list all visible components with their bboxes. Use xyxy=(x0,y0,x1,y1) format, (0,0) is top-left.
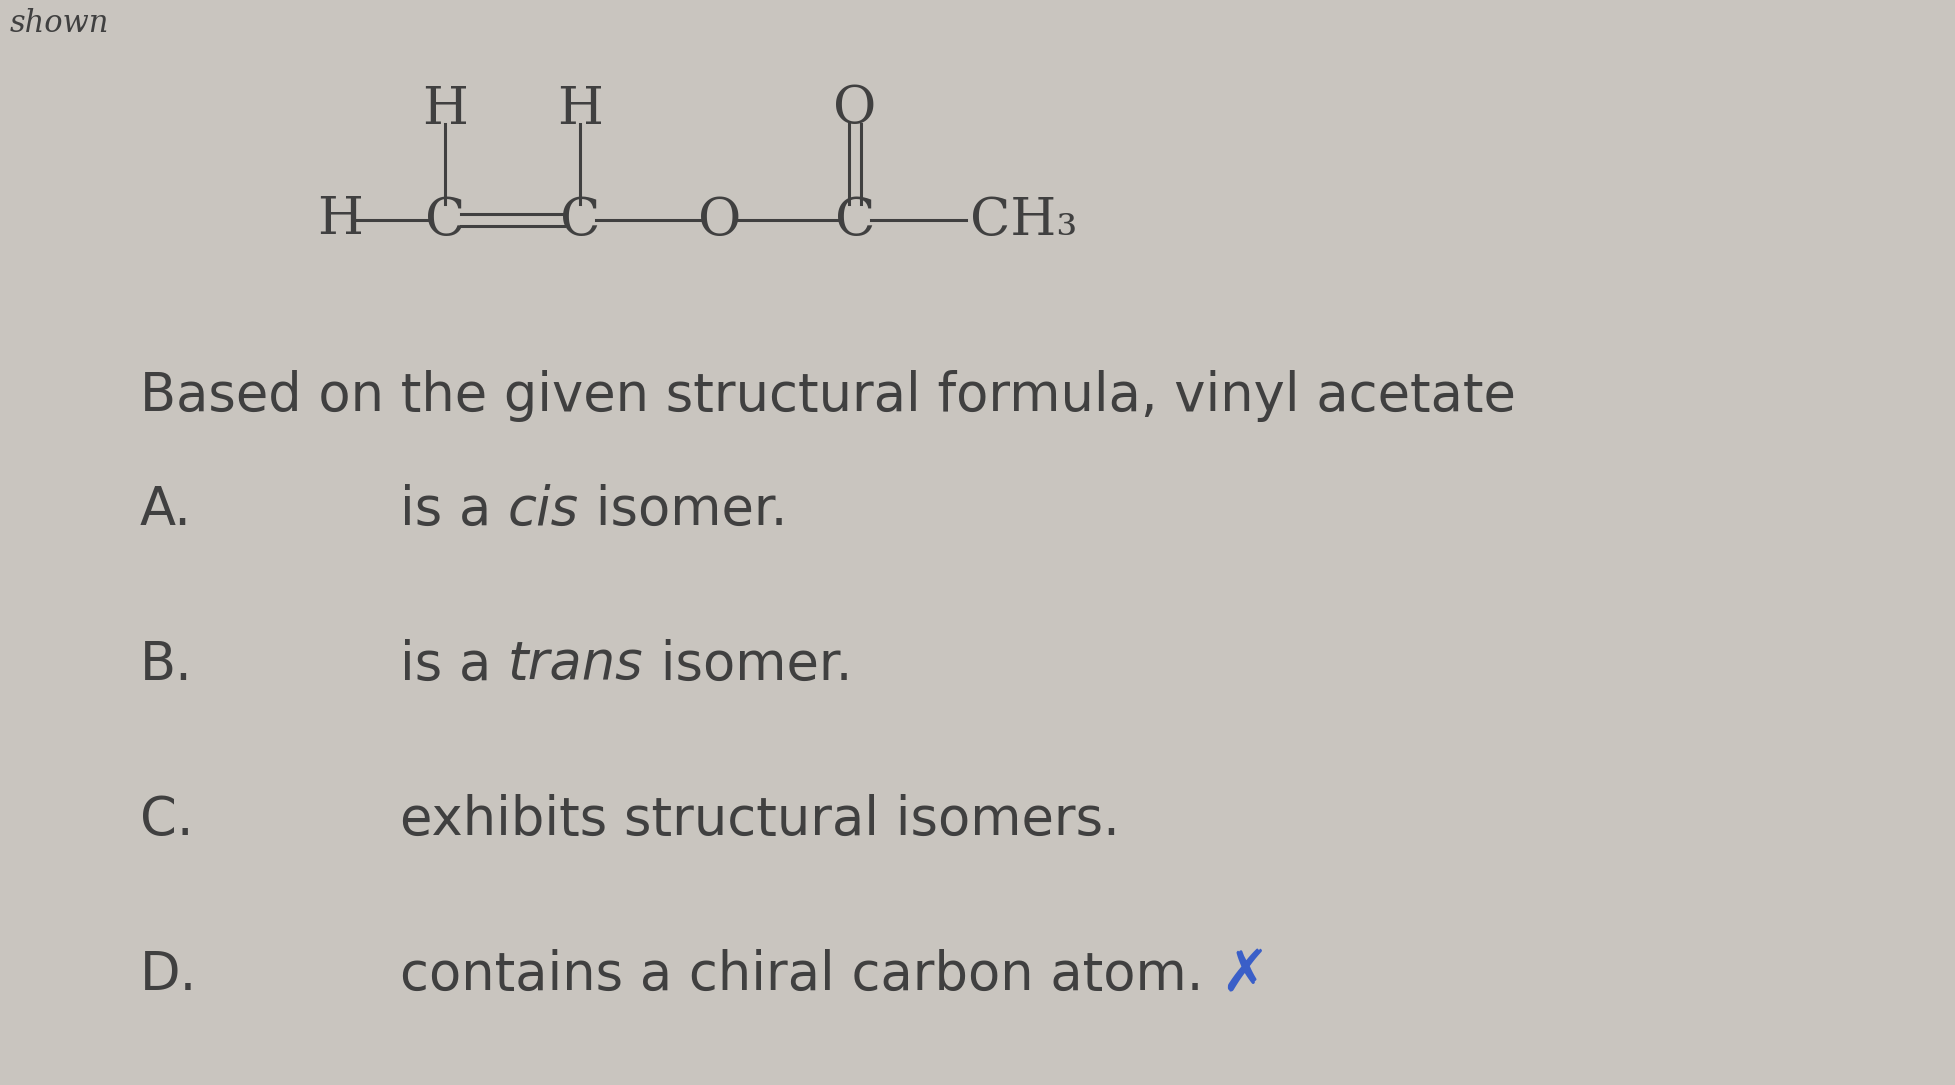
Text: C: C xyxy=(835,194,874,245)
Text: shown: shown xyxy=(10,8,109,39)
Text: is a: is a xyxy=(399,639,508,691)
Text: CH₃: CH₃ xyxy=(970,194,1077,245)
Text: A.: A. xyxy=(141,484,192,536)
Text: exhibits structural isomers.: exhibits structural isomers. xyxy=(399,794,1120,846)
Text: O: O xyxy=(833,84,876,135)
Text: isomer.: isomer. xyxy=(579,484,788,536)
Text: O: O xyxy=(698,194,741,245)
Text: ✗: ✗ xyxy=(1220,946,1269,1004)
Text: contains a chiral carbon atom.: contains a chiral carbon atom. xyxy=(399,949,1220,1001)
Text: H: H xyxy=(557,84,602,135)
Text: is a: is a xyxy=(399,484,508,536)
Text: C.: C. xyxy=(141,794,194,846)
Text: D.: D. xyxy=(141,949,197,1001)
Text: H: H xyxy=(422,84,467,135)
Text: C: C xyxy=(559,194,600,245)
Text: Based on the given structural formula, vinyl acetate: Based on the given structural formula, v… xyxy=(141,370,1515,422)
Text: B.: B. xyxy=(141,639,194,691)
Text: trans: trans xyxy=(508,639,643,691)
Text: H: H xyxy=(317,194,364,245)
Text: isomer.: isomer. xyxy=(643,639,852,691)
Text: C: C xyxy=(424,194,465,245)
Text: cis: cis xyxy=(508,484,579,536)
